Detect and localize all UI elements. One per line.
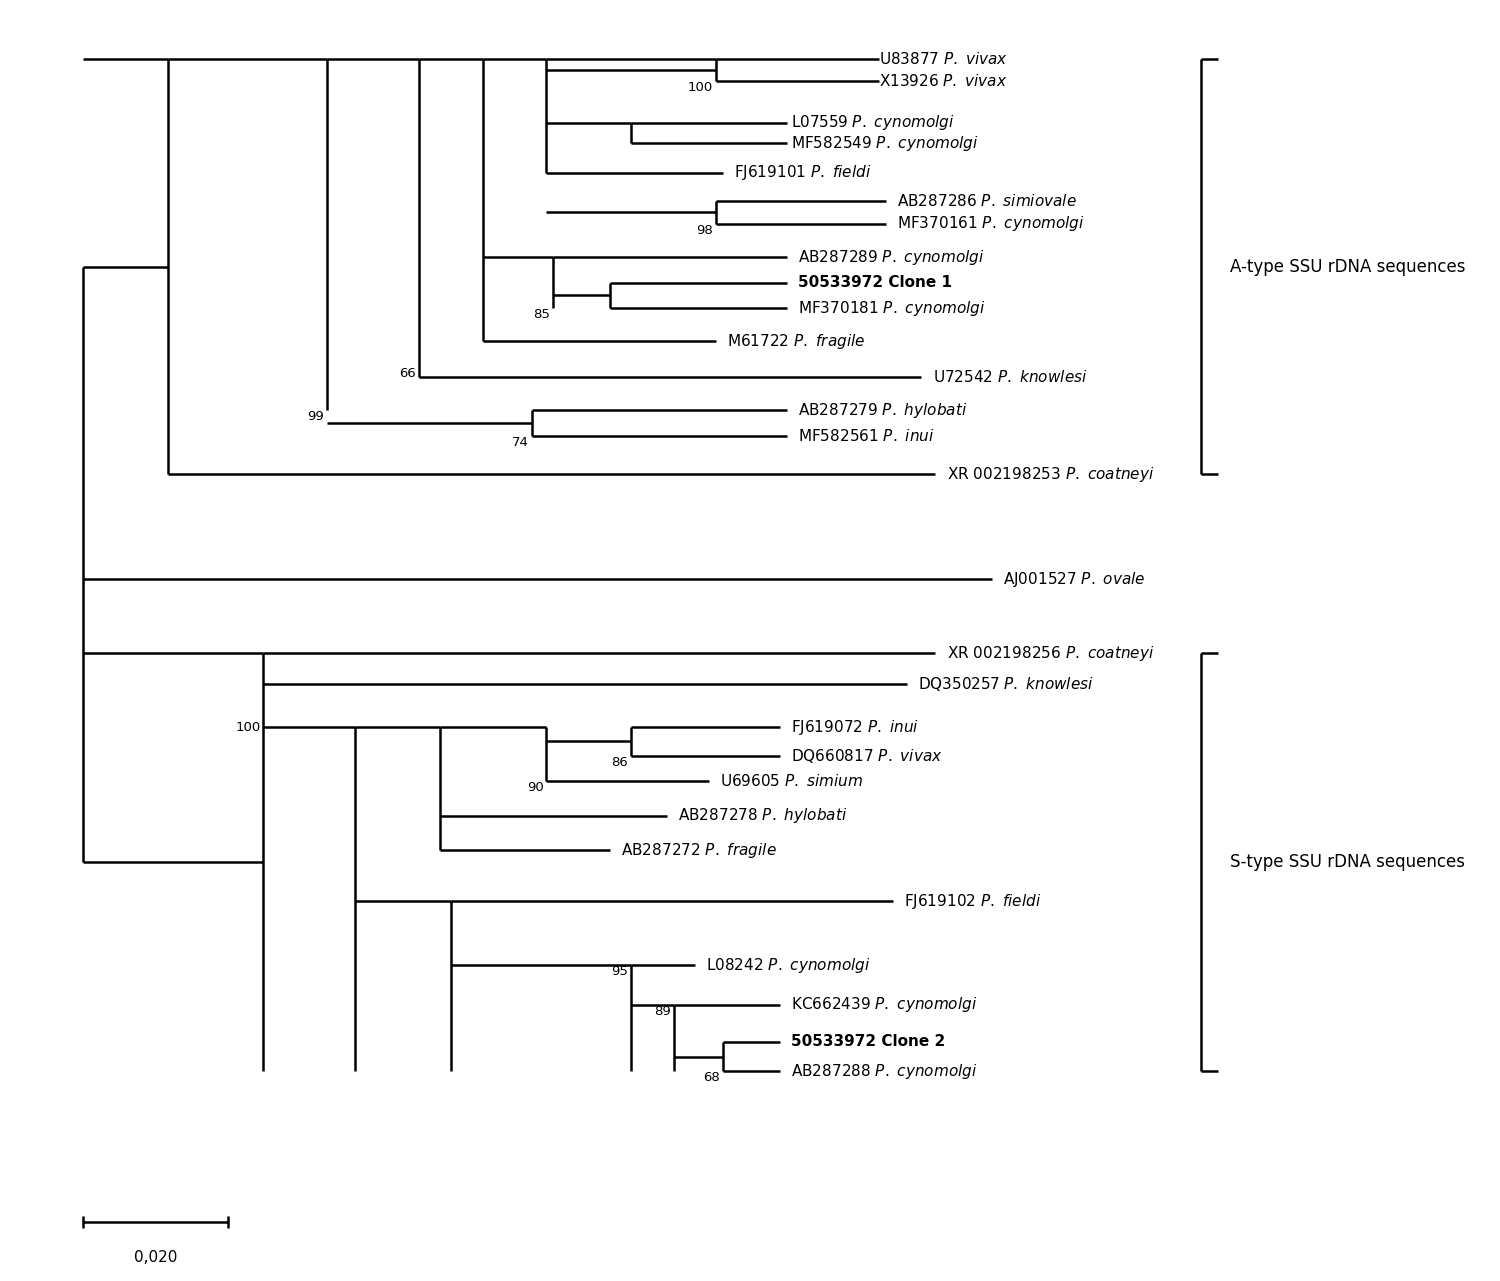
Text: DQ660817 $\it{P.\ vivax}$: DQ660817 $\it{P.\ vivax}$ bbox=[790, 747, 942, 765]
Text: AB287289 $\it{P.\ cynomolgi}$: AB287289 $\it{P.\ cynomolgi}$ bbox=[798, 247, 984, 266]
Text: U69605 $\it{P.\ simium}$: U69605 $\it{P.\ simium}$ bbox=[720, 774, 864, 789]
Text: 68: 68 bbox=[704, 1071, 720, 1084]
Text: M61722 $\it{P.\ fragile}$: M61722 $\it{P.\ fragile}$ bbox=[728, 332, 866, 351]
Text: XR 002198256 $\it{P.\ coatneyi}$: XR 002198256 $\it{P.\ coatneyi}$ bbox=[946, 644, 1154, 662]
Text: AB287272 $\it{P.\ fragile}$: AB287272 $\it{P.\ fragile}$ bbox=[621, 840, 777, 860]
Text: XR 002198253 $\it{P.\ coatneyi}$: XR 002198253 $\it{P.\ coatneyi}$ bbox=[946, 465, 1154, 484]
Text: FJ619072 $\it{P.\ inui}$: FJ619072 $\it{P.\ inui}$ bbox=[790, 717, 920, 737]
Text: 86: 86 bbox=[612, 756, 628, 769]
Text: 89: 89 bbox=[654, 1004, 670, 1018]
Text: X13926 $\it{P.\ vivax}$: X13926 $\it{P.\ vivax}$ bbox=[879, 73, 1007, 88]
Text: 0,020: 0,020 bbox=[134, 1250, 177, 1266]
Text: FJ619102 $\it{P.\ fieldi}$: FJ619102 $\it{P.\ fieldi}$ bbox=[904, 892, 1041, 911]
Text: L08242 $\it{P.\ cynomolgi}$: L08242 $\it{P.\ cynomolgi}$ bbox=[706, 956, 870, 975]
Text: AJ001527 $\it{P.\ ovale}$: AJ001527 $\it{P.\ ovale}$ bbox=[1004, 570, 1146, 589]
Text: 50533972 Clone 2: 50533972 Clone 2 bbox=[790, 1034, 951, 1049]
Text: MF370161 $\it{P.\ cynomolgi}$: MF370161 $\it{P.\ cynomolgi}$ bbox=[897, 214, 1084, 233]
Text: 90: 90 bbox=[526, 781, 543, 794]
Text: 74: 74 bbox=[513, 436, 529, 448]
Text: 98: 98 bbox=[696, 224, 712, 237]
Text: FJ619101 $\it{P.\ fieldi}$: FJ619101 $\it{P.\ fieldi}$ bbox=[735, 163, 872, 182]
Text: AB287288 $\it{P.\ cynomolgi}$: AB287288 $\it{P.\ cynomolgi}$ bbox=[790, 1062, 978, 1081]
Text: AB287279 $\it{P.\ hylobati}$: AB287279 $\it{P.\ hylobati}$ bbox=[798, 401, 968, 420]
Text: AB287278 $\it{P.\ hylobati}$: AB287278 $\it{P.\ hylobati}$ bbox=[678, 806, 847, 825]
Text: U83877 $\it{P.\ vivax}$: U83877 $\it{P.\ vivax}$ bbox=[879, 51, 1008, 67]
Text: 95: 95 bbox=[612, 965, 628, 979]
Text: L07559 $\it{P.\ cynomolgi}$: L07559 $\it{P.\ cynomolgi}$ bbox=[790, 113, 954, 132]
Text: MF370181 $\it{P.\ cynomolgi}$: MF370181 $\it{P.\ cynomolgi}$ bbox=[798, 298, 986, 318]
Text: 99: 99 bbox=[308, 410, 324, 424]
Text: DQ350257 $\it{P.\ knowlesi}$: DQ350257 $\it{P.\ knowlesi}$ bbox=[918, 675, 1094, 693]
Text: MF582549 $\it{P.\ cynomolgi}$: MF582549 $\it{P.\ cynomolgi}$ bbox=[790, 133, 978, 152]
Text: MF582561 $\it{P.\ inui}$: MF582561 $\it{P.\ inui}$ bbox=[798, 428, 934, 445]
Text: 100: 100 bbox=[688, 81, 712, 94]
Text: 50533972 Clone 1: 50533972 Clone 1 bbox=[798, 275, 957, 290]
Text: 85: 85 bbox=[534, 309, 550, 322]
Text: A-type SSU rDNA sequences: A-type SSU rDNA sequences bbox=[1230, 257, 1466, 275]
Text: U72542 $\it{P.\ knowlesi}$: U72542 $\it{P.\ knowlesi}$ bbox=[933, 369, 1088, 386]
Text: S-type SSU rDNA sequences: S-type SSU rDNA sequences bbox=[1230, 853, 1466, 871]
Text: 100: 100 bbox=[236, 721, 261, 734]
Text: AB287286 $\it{P.\ simiovale}$: AB287286 $\it{P.\ simiovale}$ bbox=[897, 193, 1077, 209]
Text: KC662439 $\it{P.\ cynomolgi}$: KC662439 $\it{P.\ cynomolgi}$ bbox=[790, 995, 978, 1015]
Text: 66: 66 bbox=[399, 366, 416, 380]
